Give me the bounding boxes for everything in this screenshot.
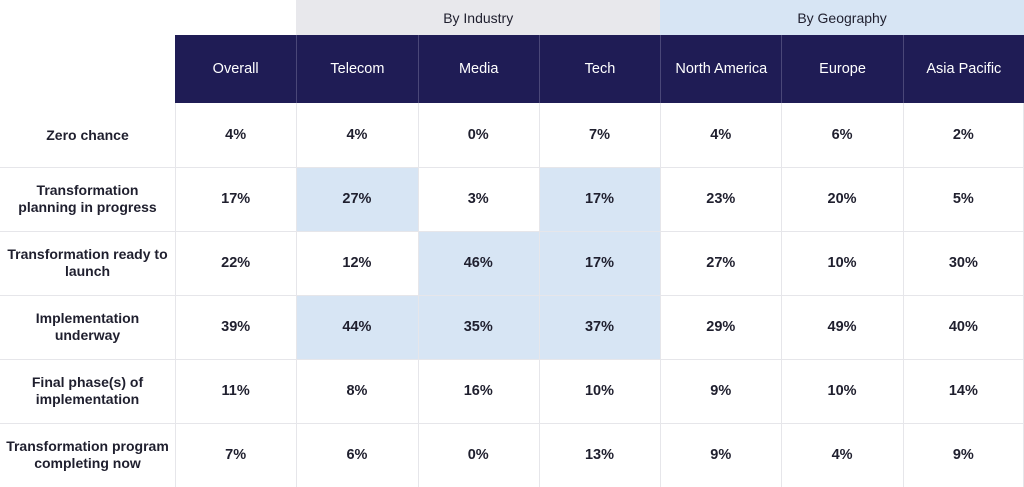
column-header-asia-pacific: Asia Pacific: [902, 35, 1024, 103]
row-divider: [0, 295, 1024, 296]
column-divider: [538, 103, 540, 487]
group-header-by-industry: By Industry: [296, 0, 661, 35]
row-label: Transformation ready to launch: [7, 246, 168, 279]
table-row: Transformation planning in progress 17% 27…: [0, 167, 1024, 231]
data-cell: 27%: [296, 167, 418, 231]
data-cell: 11%: [221, 383, 250, 399]
data-cell: 10%: [827, 255, 857, 271]
row-label: Final phase(s) of implementation: [31, 374, 144, 407]
row-divider: [0, 167, 1024, 168]
data-cell: 17%: [538, 231, 661, 295]
data-cell: 46%: [417, 231, 539, 295]
data-cell: 4%: [225, 127, 247, 143]
column-divider: [417, 103, 419, 487]
data-cell: 22%: [221, 255, 251, 271]
data-cell: 4%: [831, 447, 853, 463]
data-cell: 9%: [710, 447, 732, 463]
data-cell: 6%: [831, 127, 853, 143]
data-cell: 0%: [467, 127, 489, 143]
data-cell: 6%: [346, 447, 368, 463]
table-row: Transformation ready to launch 22% 12% 46% 1…: [0, 231, 1024, 295]
data-cell: 39%: [221, 319, 251, 335]
data-cell: 0%: [467, 447, 489, 463]
data-cell: 10%: [584, 383, 614, 399]
data-cell: 4%: [346, 127, 368, 143]
data-cell: 29%: [706, 319, 736, 335]
data-cell: 10%: [827, 383, 857, 399]
data-cell: 7%: [589, 127, 610, 143]
table-row: Final phase(s) of implementation 11% 8% 16%…: [0, 359, 1024, 423]
data-cell: 37%: [538, 295, 661, 359]
data-cell: 30%: [948, 255, 978, 271]
data-cell: 35%: [417, 295, 539, 359]
column-header-overall: Overall: [175, 35, 297, 103]
data-cell: 3%: [467, 191, 489, 207]
column-divider: [175, 103, 176, 487]
row-divider: [0, 423, 1024, 424]
data-cell: 44%: [296, 295, 418, 359]
row-label: Transformation planning in progress: [18, 182, 157, 215]
data-cell: 16%: [463, 383, 493, 399]
row-divider: [0, 359, 1024, 360]
column-header-media: Media: [417, 35, 539, 103]
column-divider: [902, 103, 904, 487]
column-header-europe: Europe: [781, 35, 903, 103]
table-row: Transformation program completing now 7% 6…: [0, 423, 1024, 487]
row-divider: [0, 231, 1024, 232]
data-cell: 2%: [952, 127, 974, 143]
data-cell: 7%: [225, 447, 247, 463]
data-cell: 9%: [710, 383, 732, 399]
data-cell: 17%: [538, 167, 661, 231]
row-label: Transformation program completing now: [6, 438, 169, 471]
column-divider: [660, 103, 662, 487]
data-cell: 17%: [221, 191, 251, 207]
data-cell: 27%: [706, 255, 736, 271]
data-cell: 9%: [952, 447, 974, 463]
column-header-row: Overall Telecom Media Tech North America Euro…: [0, 35, 1024, 103]
data-cell: 23%: [706, 191, 736, 207]
column-header-telecom: Telecom: [296, 35, 418, 103]
column-header-tech: Tech: [538, 35, 661, 103]
data-cell: 49%: [827, 319, 857, 335]
data-cell: 12%: [342, 255, 372, 271]
data-cell: 13%: [584, 447, 614, 463]
row-label: Zero chance: [46, 126, 129, 143]
data-cell: 14%: [948, 383, 978, 399]
group-header-by-geography: By Geography: [660, 0, 1024, 35]
row-label: Implementation underway: [35, 310, 140, 343]
column-divider: [296, 103, 298, 487]
data-cell: 40%: [948, 319, 978, 335]
data-cell: 8%: [346, 383, 368, 399]
column-divider: [781, 103, 783, 487]
column-group-row: By Industry By Geography: [0, 0, 1024, 35]
data-cell: 5%: [952, 191, 974, 207]
table-row: Zero chance 4% 4% 0% 7% 4% 6% 2%: [0, 103, 1024, 167]
data-cell: 20%: [827, 191, 857, 207]
column-header-north-america: North America: [660, 35, 782, 103]
data-cell: 4%: [710, 127, 732, 143]
table-row: Implementation underway 39% 44% 35% 37% 29% 49…: [0, 295, 1024, 359]
